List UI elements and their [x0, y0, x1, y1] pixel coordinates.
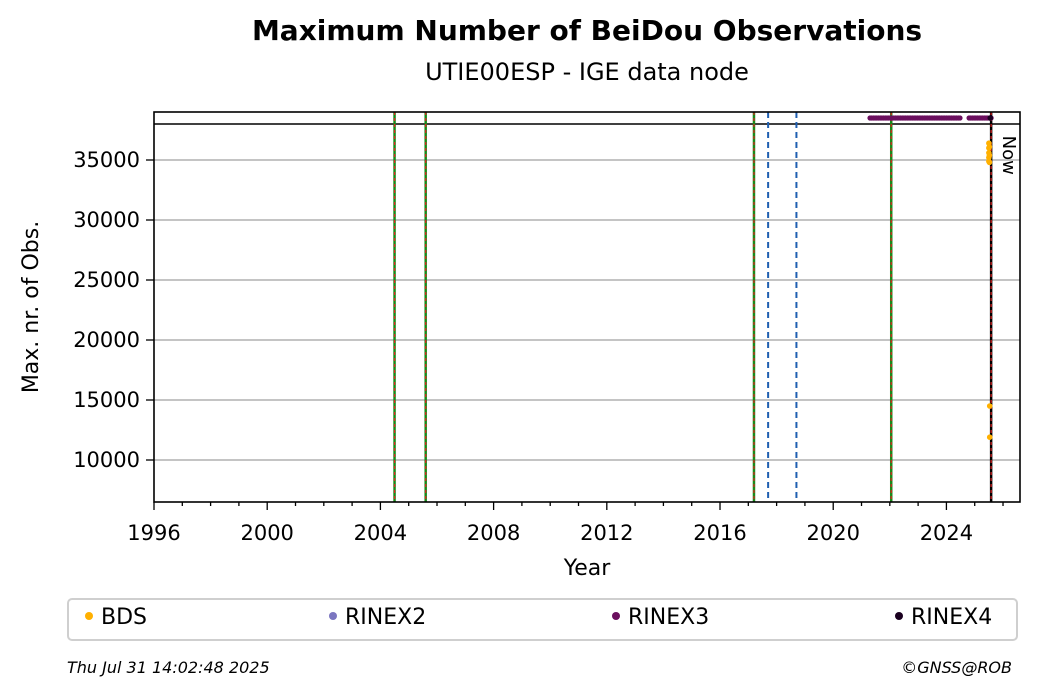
- point-rinex4: [987, 115, 994, 121]
- footer-timestamp: Thu Jul 31 14:02:48 2025: [67, 658, 270, 677]
- y-tick-label: 35000: [73, 148, 140, 172]
- x-tick-label: 2012: [580, 521, 633, 545]
- x-tick-label: 2020: [806, 521, 859, 545]
- legend-item-rinex2: RINEX2: [329, 605, 426, 630]
- y-tick-label: 15000: [73, 388, 140, 412]
- legend-item-rinex3: RINEX3: [612, 605, 709, 630]
- x-axis-label: Year: [563, 556, 612, 581]
- plot-frame: [153, 111, 1021, 503]
- point-bds: [986, 403, 993, 409]
- legend-label-rinex4: RINEX4: [911, 605, 993, 630]
- chart-subtitle: UTIE00ESP - IGE data node: [425, 58, 749, 86]
- legend-marker-rinex3: [612, 612, 620, 620]
- legend-label-rinex3: RINEX3: [628, 605, 710, 630]
- chart-area: Now 1996 2000 2004 2008 2012 2016 2020 2024 10000…: [19, 111, 1021, 581]
- legend-item-bds: BDS: [85, 605, 147, 630]
- x-tick-label: 2008: [467, 521, 520, 545]
- point-bds: [986, 434, 993, 441]
- legend-marker-bds: [85, 612, 93, 620]
- legend-item-rinex4: RINEX4: [895, 605, 992, 630]
- legend: BDS RINEX2 RINEX3 RINEX4: [67, 598, 1018, 641]
- x-tick-label: 2004: [354, 521, 407, 545]
- x-tick-label: 1996: [127, 521, 180, 545]
- now-label: Now: [998, 136, 1019, 175]
- x-tick-label: 2016: [693, 521, 746, 545]
- x-tick-label: 2000: [240, 521, 293, 545]
- footer-credit: ©GNSS@ROB: [901, 658, 1012, 677]
- y-tick-label: 30000: [73, 208, 140, 232]
- y-tick-label: 20000: [73, 328, 140, 352]
- x-tick-label: 2024: [920, 521, 973, 545]
- y-tick-label: 10000: [73, 448, 140, 472]
- legend-label-rinex2: RINEX2: [345, 605, 427, 630]
- y-tick-label: 25000: [73, 268, 140, 292]
- legend-marker-rinex4: [895, 612, 903, 620]
- chart-title: Maximum Number of BeiDou Observations: [251, 14, 923, 47]
- point-bds: [986, 159, 993, 166]
- y-axis-label: Max. nr. of Obs.: [19, 221, 44, 393]
- legend-label-bds: BDS: [101, 605, 147, 630]
- point-bds: [986, 144, 993, 150]
- legend-marker-rinex2: [329, 612, 337, 620]
- point-bds: [986, 152, 993, 158]
- point-rinex3: [957, 115, 963, 121]
